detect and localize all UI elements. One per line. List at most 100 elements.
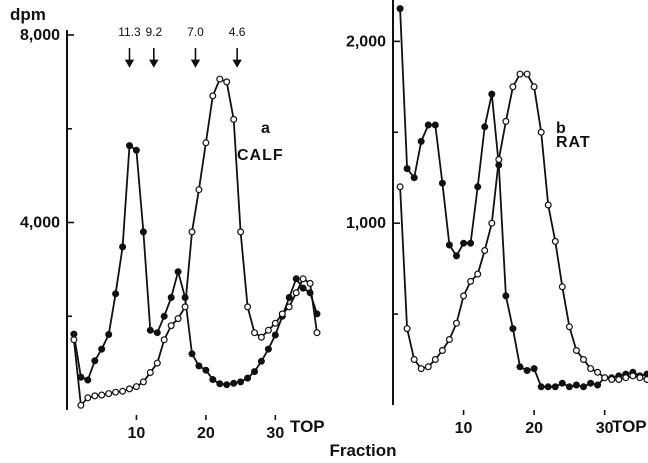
marker-label: 11.3 — [118, 25, 141, 39]
data-point-filled — [160, 312, 168, 320]
data-point-filled — [264, 345, 272, 353]
y-tick-label: 2,000 — [346, 33, 386, 50]
data-point-open — [223, 78, 231, 86]
data-point-open — [209, 92, 217, 100]
data-point-open — [174, 315, 182, 323]
data-point-open — [299, 275, 307, 283]
data-point-filled — [516, 363, 524, 371]
data-point-filled — [445, 241, 453, 249]
marker-arrow-head — [190, 59, 201, 68]
x-tick-label: 30 — [596, 420, 614, 437]
data-point-open — [615, 376, 623, 384]
data-point-open — [119, 387, 127, 395]
data-point-filled — [244, 374, 252, 382]
data-point-filled — [132, 146, 140, 154]
data-point-filled — [251, 368, 259, 376]
data-point-filled — [257, 357, 265, 365]
data-point-filled — [202, 366, 210, 374]
data-point-open — [424, 363, 432, 371]
data-point-filled — [551, 383, 559, 391]
data-point-open — [544, 201, 552, 209]
data-point-open — [160, 336, 168, 344]
data-point-open — [410, 356, 418, 364]
data-point-filled — [167, 294, 175, 302]
panel-letter: a — [261, 120, 271, 137]
data-point-open — [636, 374, 644, 382]
data-point-filled — [410, 174, 418, 182]
data-point-open — [105, 390, 113, 398]
data-point-open — [237, 228, 245, 236]
data-point-filled — [537, 383, 545, 391]
marker-arrow-head — [124, 59, 135, 68]
data-point-open — [181, 303, 189, 311]
marker-label: 7.0 — [187, 25, 204, 39]
data-point-filled — [587, 379, 595, 387]
data-point-filled — [453, 252, 461, 260]
data-point-open — [396, 183, 404, 191]
x-tick-label: 20 — [197, 425, 215, 442]
data-point-open — [264, 326, 272, 334]
data-point-open — [558, 283, 566, 291]
data-point-open — [202, 139, 210, 147]
data-point-filled — [119, 243, 127, 251]
x-axis-end-label: TOP — [612, 417, 647, 436]
panel-a-calf: 4,000 8,000 10 20 30 TOP dpm a CALF 11.3 9.2 7.0 4.6 — [10, 5, 325, 442]
series-line-filled — [73, 144, 318, 386]
data-point-filled — [594, 381, 602, 389]
data-point-filled — [431, 121, 439, 129]
marker-arrow-head — [149, 59, 159, 68]
data-point-filled — [216, 380, 224, 388]
data-point-filled — [112, 290, 120, 298]
data-point-filled — [572, 381, 580, 389]
data-point-open — [251, 329, 259, 337]
data-point-filled — [488, 90, 496, 98]
data-point-open — [77, 401, 85, 409]
data-point-filled — [125, 142, 133, 150]
data-point-open — [431, 356, 439, 364]
data-point-filled — [105, 331, 113, 339]
data-point-filled — [299, 284, 307, 292]
marker-arrow-head — [232, 59, 242, 68]
data-point-open — [278, 310, 286, 318]
data-point-open — [271, 319, 279, 327]
data-point-open — [306, 279, 314, 287]
data-point-open — [417, 365, 425, 373]
data-point-filled — [188, 350, 196, 358]
data-point-filled — [271, 331, 279, 339]
series-line-open — [73, 78, 318, 407]
data-point-open — [551, 237, 559, 245]
data-point-filled — [474, 183, 482, 191]
y-tick-label: 1,000 — [346, 215, 386, 232]
data-point-filled — [84, 376, 92, 384]
data-point-filled — [558, 379, 566, 387]
marker-label: 4.6 — [229, 25, 246, 39]
marker-label: 9.2 — [145, 25, 162, 39]
data-point-open — [403, 325, 411, 333]
data-point-open — [139, 378, 147, 386]
data-point-filled — [223, 381, 231, 389]
data-point-filled — [530, 365, 538, 373]
data-point-open — [537, 128, 545, 136]
data-point-open — [195, 186, 203, 194]
data-point-filled — [91, 357, 99, 365]
data-point-open — [516, 70, 524, 78]
data-point-open — [91, 392, 99, 400]
data-point-open — [188, 228, 196, 236]
data-point-open — [438, 347, 446, 355]
data-point-open — [474, 270, 482, 278]
data-point-open — [216, 75, 224, 83]
data-point-open — [292, 289, 300, 297]
data-point-open — [643, 376, 648, 383]
data-point-open — [230, 115, 238, 123]
x-tick-label: 10 — [128, 425, 146, 442]
data-point-open — [125, 385, 133, 393]
data-point-filled — [438, 179, 446, 187]
data-point-filled — [70, 330, 78, 338]
data-point-open — [167, 322, 175, 330]
y-tick-label: 4,000 — [20, 215, 60, 232]
panel-name: RAT — [556, 134, 591, 151]
data-point-filled — [98, 345, 106, 353]
data-point-filled — [209, 376, 217, 384]
data-point-filled — [292, 275, 300, 283]
data-point-filled — [509, 325, 517, 333]
